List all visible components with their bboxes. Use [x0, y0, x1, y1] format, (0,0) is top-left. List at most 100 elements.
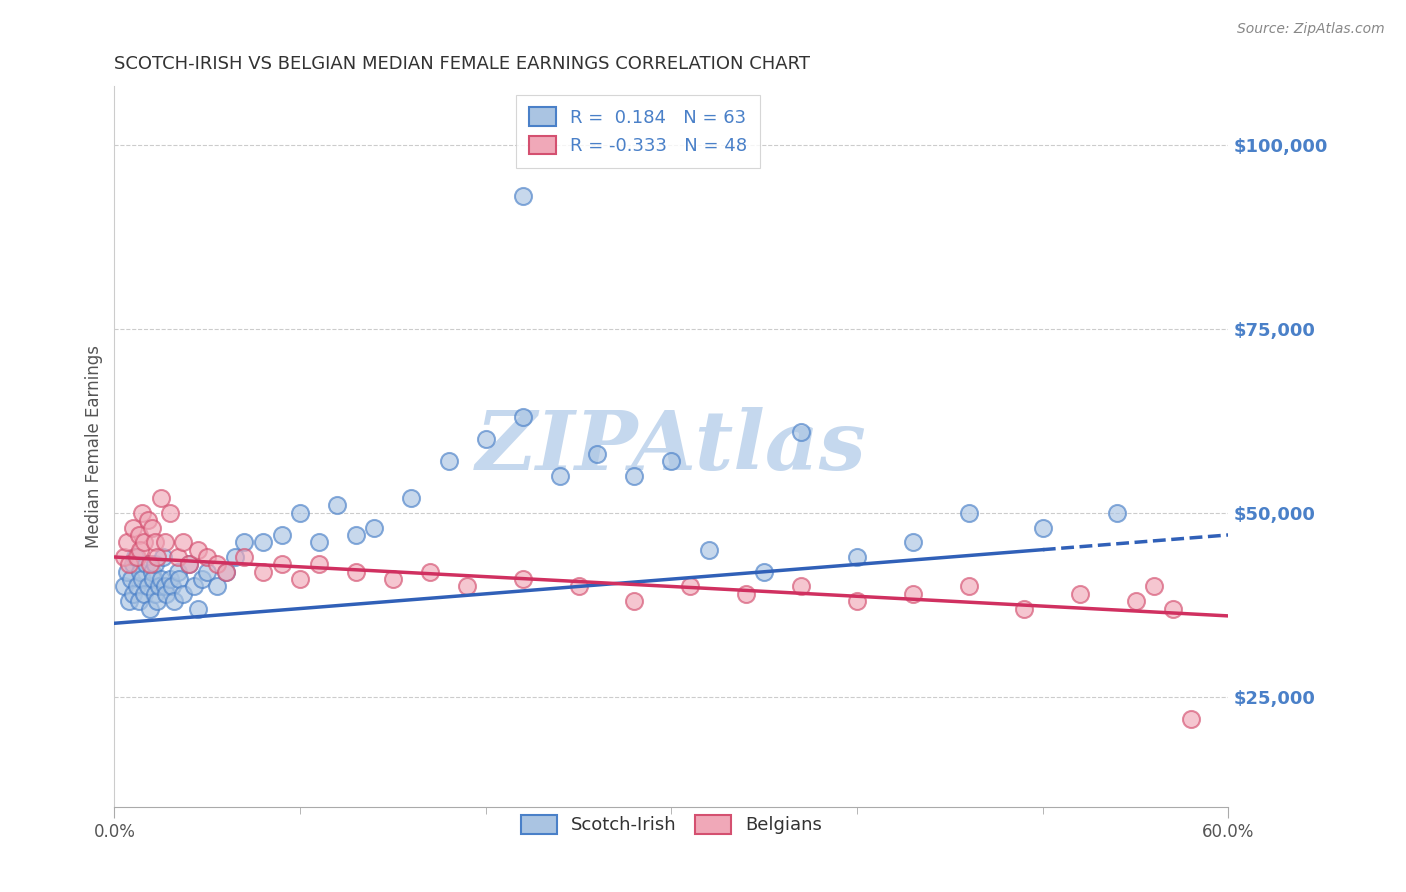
Point: [1107, 506, 1129, 520]
Point: [146, 549, 169, 564]
Point: [568, 579, 591, 593]
Point: [166, 565, 188, 579]
Point: [363, 520, 385, 534]
Point: [1143, 579, 1166, 593]
Point: [512, 189, 534, 203]
Point: [381, 572, 404, 586]
Point: [159, 506, 181, 520]
Point: [846, 549, 869, 564]
Point: [153, 579, 176, 593]
Point: [901, 587, 924, 601]
Point: [456, 579, 478, 593]
Point: [131, 572, 153, 586]
Point: [846, 594, 869, 608]
Point: [790, 579, 813, 593]
Point: [146, 594, 169, 608]
Point: [122, 558, 145, 572]
Point: [1161, 601, 1184, 615]
Point: [117, 535, 139, 549]
Point: [697, 542, 720, 557]
Point: [141, 520, 163, 534]
Point: [149, 572, 172, 586]
Legend: Scotch-Irish, Belgians: Scotch-Irish, Belgians: [513, 808, 830, 842]
Point: [401, 491, 423, 505]
Point: [117, 565, 139, 579]
Point: [205, 579, 228, 593]
Point: [195, 549, 218, 564]
Point: [901, 535, 924, 549]
Point: [437, 454, 460, 468]
Point: [135, 558, 157, 572]
Point: [195, 565, 218, 579]
Point: [120, 572, 142, 586]
Point: [169, 572, 191, 586]
Point: [125, 579, 148, 593]
Point: [138, 601, 160, 615]
Point: [344, 528, 367, 542]
Point: [131, 506, 153, 520]
Point: [734, 587, 756, 601]
Point: [149, 491, 172, 505]
Point: [166, 549, 188, 564]
Point: [957, 506, 980, 520]
Point: [134, 587, 156, 601]
Point: [159, 572, 181, 586]
Point: [136, 579, 159, 593]
Text: SCOTCH-IRISH VS BELGIAN MEDIAN FEMALE EARNINGS CORRELATION CHART: SCOTCH-IRISH VS BELGIAN MEDIAN FEMALE EA…: [114, 55, 810, 73]
Point: [122, 520, 145, 534]
Point: [288, 572, 311, 586]
Point: [129, 542, 152, 557]
Point: [141, 565, 163, 579]
Point: [187, 601, 209, 615]
Point: [124, 549, 146, 564]
Point: [172, 535, 194, 549]
Point: [288, 506, 311, 520]
Point: [586, 447, 609, 461]
Point: [419, 565, 441, 579]
Point: [1069, 587, 1091, 601]
Point: [233, 549, 256, 564]
Point: [754, 565, 776, 579]
Point: [142, 572, 165, 586]
Point: [270, 558, 292, 572]
Point: [138, 558, 160, 572]
Point: [112, 579, 135, 593]
Point: [957, 579, 980, 593]
Point: [623, 469, 645, 483]
Point: [1125, 594, 1147, 608]
Point: [1180, 712, 1202, 726]
Point: [252, 535, 274, 549]
Point: [512, 572, 534, 586]
Point: [661, 454, 683, 468]
Point: [163, 594, 186, 608]
Point: [548, 469, 571, 483]
Y-axis label: Median Female Earnings: Median Female Earnings: [86, 345, 103, 548]
Point: [125, 549, 148, 564]
Point: [118, 594, 141, 608]
Point: [136, 513, 159, 527]
Point: [623, 594, 645, 608]
Point: [679, 579, 702, 593]
Point: [790, 425, 813, 439]
Point: [215, 565, 238, 579]
Point: [224, 549, 246, 564]
Point: [344, 565, 367, 579]
Point: [143, 587, 166, 601]
Point: [153, 535, 176, 549]
Point: [1032, 520, 1054, 534]
Point: [118, 558, 141, 572]
Point: [190, 572, 212, 586]
Point: [252, 565, 274, 579]
Text: Source: ZipAtlas.com: Source: ZipAtlas.com: [1237, 22, 1385, 37]
Point: [143, 558, 166, 572]
Point: [152, 549, 174, 564]
Point: [474, 432, 496, 446]
Text: ZIPAtlas: ZIPAtlas: [477, 407, 868, 486]
Point: [270, 528, 292, 542]
Point: [128, 594, 150, 608]
Point: [512, 410, 534, 425]
Point: [134, 535, 156, 549]
Point: [148, 579, 170, 593]
Point: [177, 558, 200, 572]
Point: [233, 535, 256, 549]
